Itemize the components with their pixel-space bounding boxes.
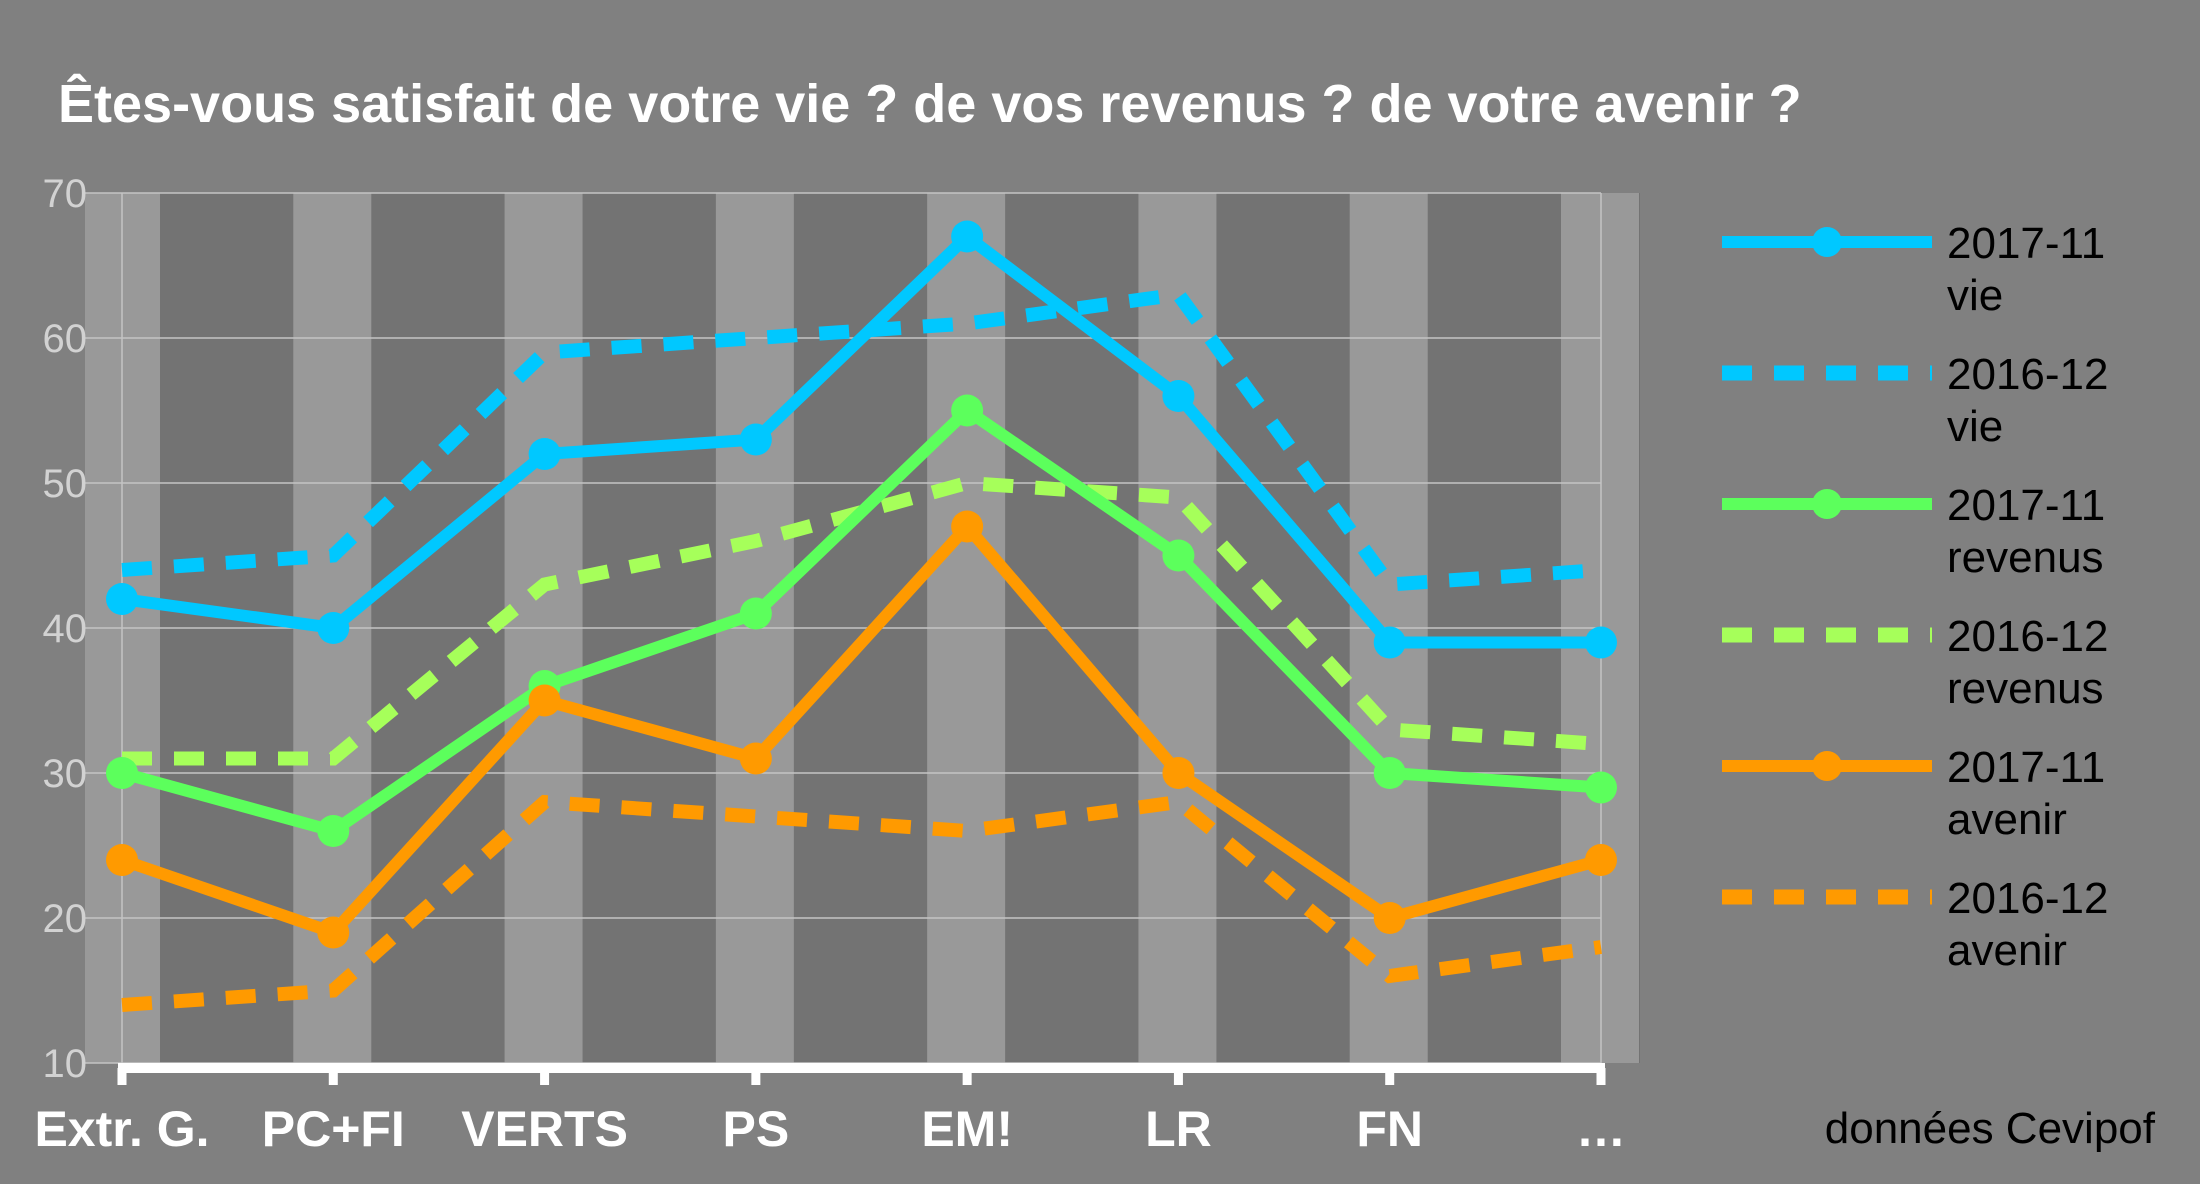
data-point: [739, 423, 772, 456]
plot-area: 10 20 30 40 50 60 70 Extr. G. PC+FI VERTS PS EM! LR F…: [34, 172, 1640, 1157]
data-point: [1162, 539, 1195, 572]
x-tick-label: …: [1576, 1101, 1626, 1157]
data-point: [951, 220, 984, 253]
series-line: [121, 286, 1602, 592]
x-tick-label: EM!: [921, 1101, 1013, 1157]
series-line: [121, 794, 1602, 1012]
source-note: données Cevipof: [1825, 1104, 2156, 1153]
y-tick-label: 60: [43, 317, 88, 361]
data-point: [317, 612, 350, 644]
y-tick-label: 20: [43, 897, 88, 941]
data-point: [1373, 902, 1406, 934]
x-tick-label: Extr. G.: [34, 1101, 209, 1157]
data-point: [739, 742, 772, 775]
data-point: [1373, 626, 1406, 659]
series-line: [121, 228, 1601, 649]
data-point: [1585, 844, 1617, 876]
legend-marker: [1812, 489, 1842, 519]
data-point: [951, 510, 984, 543]
x-tick-label: FN: [1356, 1101, 1423, 1157]
legend-label: 2016-12 vie: [1947, 350, 2108, 451]
x-tick-label: LR: [1145, 1101, 1212, 1157]
data-point: [739, 597, 772, 630]
data-point: [317, 815, 350, 847]
x-tick-label: VERTS: [461, 1101, 628, 1157]
data-point: [951, 394, 984, 427]
data-point: [106, 583, 138, 615]
legend-label: 2017-11 revenus: [1947, 481, 2105, 582]
legend: 2017-11 vie 2016-12 vie 2017-11 revenus 2016-1…: [1722, 219, 2108, 975]
data-point: [317, 916, 350, 949]
x-tick-label: PC+FI: [262, 1101, 405, 1157]
data-point: [1162, 380, 1195, 412]
data-point: [528, 684, 561, 717]
y-tick-label: 40: [43, 607, 88, 651]
data-point: [106, 844, 138, 876]
y-tick-label: 50: [43, 462, 88, 506]
legend-label: 2016-12 revenus: [1947, 612, 2108, 713]
x-tick-label: PS: [723, 1101, 790, 1157]
data-point: [528, 438, 561, 470]
data-point: [1585, 771, 1617, 804]
series-line: [120, 402, 1602, 838]
legend-marker: [1812, 227, 1842, 257]
chart-title: Êtes-vous satisfait de votre vie ? de vo…: [58, 73, 1802, 134]
data-point: [1373, 757, 1406, 789]
legend-label: 2017-11 avenir: [1947, 743, 2105, 844]
data-point: [1585, 626, 1617, 659]
legend-label: 2016-12 avenir: [1947, 874, 2108, 975]
legend-label: 2017-11 vie: [1947, 219, 2105, 320]
legend-marker: [1812, 751, 1842, 781]
data-point: [1162, 757, 1195, 789]
y-tick-label: 30: [43, 752, 88, 796]
data-point: [106, 757, 138, 789]
y-tick-label: 10: [43, 1042, 88, 1086]
y-tick-label: 70: [43, 172, 88, 216]
series-line: [120, 517, 1603, 940]
